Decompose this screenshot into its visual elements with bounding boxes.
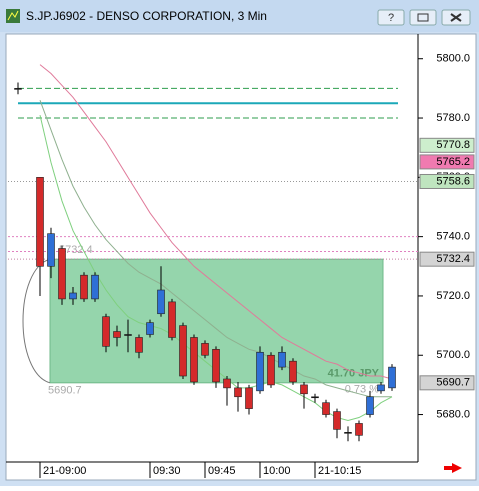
- restore-button[interactable]: [409, 9, 437, 26]
- app-icon-glyph: [7, 10, 19, 21]
- candle-body: [14, 88, 22, 90]
- candle-body: [47, 233, 55, 267]
- candle-body: [289, 360, 297, 383]
- candle-body: [322, 402, 330, 415]
- y-tick-label: 5720.0: [436, 290, 470, 302]
- price-label: 5758.6: [436, 175, 470, 187]
- close-glyph: [450, 13, 462, 22]
- candle-body: [311, 396, 319, 399]
- price-label: 5732.4: [436, 253, 470, 265]
- y-tick-label: 5700.0: [436, 349, 470, 361]
- moving-average: [39, 64, 393, 380]
- candle-body: [377, 384, 385, 392]
- candle-body: [69, 292, 77, 300]
- candle-body: [124, 334, 132, 336]
- candle-body: [245, 387, 253, 409]
- range-size-label: 41.70 JPY: [328, 368, 380, 380]
- candle-body: [256, 351, 264, 392]
- help-button[interactable]: [377, 9, 405, 26]
- candle-body: [102, 316, 110, 347]
- price-label: 5690.7: [436, 377, 470, 389]
- candle-body: [333, 411, 341, 430]
- candle-body: [267, 354, 275, 386]
- price-label-box: [419, 173, 475, 189]
- candle-body: [91, 274, 99, 300]
- candle-body: [179, 325, 187, 377]
- candle-body: [201, 343, 209, 356]
- candle-body: [36, 177, 44, 267]
- candle-body: [300, 384, 308, 395]
- x-tick-label: 09:45: [208, 465, 236, 477]
- range-percent-label: 0.73 %: [345, 384, 379, 396]
- restore-glyph: [417, 13, 429, 22]
- range-bottom-label: 5690.7: [48, 385, 82, 397]
- candle-body: [80, 274, 88, 300]
- candle-body: [366, 396, 374, 415]
- x-tick-label: 10:00: [263, 465, 291, 477]
- y-tick-label: 5740.0: [436, 231, 470, 243]
- candle-body: [234, 387, 242, 398]
- y-tick-label: 5800.0: [436, 53, 470, 65]
- price-label-box: [419, 137, 475, 153]
- x-tick-label: 09:30: [153, 465, 181, 477]
- price-label: 5765.2: [436, 156, 470, 168]
- candle-body: [146, 322, 154, 335]
- candle-body: [157, 289, 165, 315]
- app-icon: [6, 9, 20, 23]
- candle-body: [135, 337, 143, 353]
- x-tick-label: 21-09:00: [43, 465, 86, 477]
- price-label-box: [419, 375, 475, 391]
- candle-body: [344, 432, 352, 434]
- price-label-box: [419, 251, 475, 267]
- candle-body: [355, 423, 363, 436]
- candle-body: [113, 331, 121, 338]
- help-glyph: ?: [388, 12, 394, 24]
- candle-body: [190, 337, 198, 383]
- price-label-box: [419, 154, 475, 170]
- scroll-arrow[interactable]: [444, 463, 462, 473]
- candle-body: [168, 301, 176, 338]
- y-tick-label: 5680.0: [436, 408, 470, 420]
- x-tick-label: 21-10:15: [318, 465, 361, 477]
- window-title: S.JP.J6902 - DENSO CORPORATION, 3 Min: [26, 9, 267, 23]
- moving-average: [39, 100, 392, 398]
- y-tick-label: 5780.0: [436, 112, 470, 124]
- chart-panel: [5, 33, 477, 481]
- candle-body: [278, 351, 286, 368]
- range-top-label: 5732.4: [59, 244, 93, 256]
- candle-body: [212, 349, 220, 383]
- price-label: 5770.8: [436, 139, 470, 151]
- range-bracket: [22, 258, 51, 384]
- candle-body: [58, 248, 66, 300]
- candle-body: [388, 366, 396, 389]
- candle-body: [223, 378, 231, 389]
